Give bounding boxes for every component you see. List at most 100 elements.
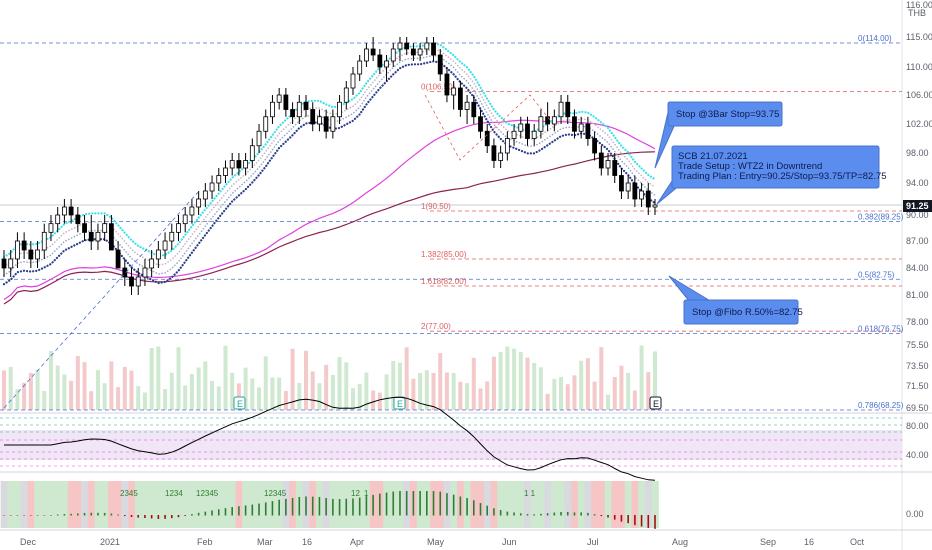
histogram-bar	[379, 493, 381, 516]
event-marker[interactable]: E	[233, 396, 246, 410]
volume-bar	[169, 372, 174, 410]
volume-bar	[371, 390, 376, 410]
time-tick-label: 2021	[100, 537, 120, 547]
candle-body	[504, 138, 510, 154]
candle-body	[263, 116, 269, 132]
histogram-background	[591, 481, 599, 528]
candle-body	[129, 276, 134, 287]
price-tick-label: 106.00	[906, 90, 932, 100]
histogram-bar	[580, 512, 582, 516]
histogram-bar	[258, 503, 260, 516]
volume-bar	[431, 373, 436, 410]
volume-bar	[458, 381, 463, 410]
candle-body	[357, 60, 363, 75]
histogram-bar	[70, 513, 72, 516]
volume-bar	[55, 365, 60, 410]
volume-bar	[317, 383, 322, 410]
candle-body	[223, 167, 228, 176]
volume-bar	[102, 383, 107, 410]
note-stop-fibo[interactable]: Stop @Fibo R.50%=82.75	[668, 275, 803, 325]
candle-body	[95, 231, 101, 242]
candle-body	[182, 214, 188, 225]
volume-bar	[250, 378, 255, 410]
volume-bar	[189, 374, 194, 410]
sequence-count: 2345	[120, 489, 138, 498]
volume-bar	[478, 388, 483, 410]
price-axis-ticks: 115.00 110.00 106.00 102.00 98.00 94.00 90.00 8…	[906, 32, 932, 413]
histogram-bar	[486, 505, 489, 516]
price-tick-label: 94.00	[906, 178, 929, 188]
histogram-bar	[412, 491, 415, 516]
note-trade-setup[interactable]: SCB 21.07.2021 Trade Setup : WTZ2 in Dow…	[656, 145, 887, 205]
histogram-background	[503, 481, 512, 528]
price-tick-label: 98.00	[906, 148, 929, 158]
volume-bar	[512, 348, 517, 410]
candle-body	[142, 267, 148, 278]
volume-bar	[532, 362, 537, 410]
histogram-bar	[385, 492, 388, 516]
histogram-bar	[63, 514, 66, 516]
volume-bar	[357, 383, 362, 410]
candle-body	[243, 160, 249, 169]
volume-bar	[626, 372, 631, 410]
histogram-bar	[587, 512, 589, 516]
price-tick-label: 84.00	[906, 263, 929, 273]
price-tick-label: 87.00	[906, 236, 929, 246]
volume-bar	[646, 372, 651, 410]
histogram-bar	[526, 514, 529, 516]
price-tick-label: 110.00	[906, 62, 932, 72]
histogram-bar	[224, 508, 227, 516]
volume-bar	[42, 391, 47, 410]
volume-bar	[48, 351, 53, 410]
histogram-bar	[271, 501, 274, 516]
histogram-bar	[103, 512, 106, 516]
event-marker[interactable]: E	[393, 396, 406, 410]
oscillator-pane	[0, 396, 902, 481]
histogram-background	[644, 481, 653, 528]
fib-retracement-label: 0(114.00)	[858, 34, 892, 43]
volume-bar	[498, 352, 503, 410]
time-axis: Dec 2021 Feb Mar 16 Apr May Jun Jul Aug Sep 16 Oct	[20, 537, 865, 547]
volume-bars	[2, 345, 657, 410]
volume-bar	[183, 385, 188, 410]
histogram-bar	[446, 493, 448, 516]
histogram-background	[134, 481, 143, 528]
candle-body	[62, 206, 67, 216]
ma-mid-line	[3, 119, 656, 300]
volume-bar	[344, 362, 349, 410]
volume-bar	[384, 374, 389, 410]
histogram-background	[624, 481, 633, 528]
volume-bar	[304, 350, 309, 410]
candle-body	[545, 116, 551, 125]
histogram-bar	[110, 513, 113, 516]
fib-retracement-label: 0.382(89.25)	[858, 213, 904, 222]
histogram-background	[651, 481, 659, 528]
candle-body	[82, 223, 87, 233]
time-tick-label: Jul	[587, 537, 599, 547]
volume-bar	[632, 390, 637, 410]
histogram-bar	[472, 500, 475, 516]
candle-body	[1, 258, 7, 269]
event-marker[interactable]: E	[649, 396, 662, 410]
volume-bar	[438, 353, 443, 410]
note-stop-3bar[interactable]: Stop @3Bar Stop=93.75	[654, 101, 783, 169]
histogram-bar	[432, 491, 435, 516]
ma-fast-grey	[3, 54, 656, 277]
histogram-bar	[238, 506, 240, 516]
price-tick-label: 78.00	[906, 317, 929, 327]
oscillator-band	[0, 430, 902, 460]
candle-body	[424, 42, 430, 50]
candle-body	[108, 223, 114, 251]
volume-bar	[491, 356, 496, 410]
candle-body	[397, 42, 403, 50]
candle-body	[558, 101, 564, 118]
candle-body	[28, 249, 34, 260]
candle-body	[404, 42, 410, 50]
histogram-background	[631, 481, 639, 528]
candle-body	[370, 48, 376, 56]
histogram-bar	[352, 498, 354, 516]
histogram-bar	[392, 491, 395, 516]
histogram-bar	[546, 513, 549, 516]
indicator1-tick: 80.00	[906, 421, 929, 431]
histogram-bar	[553, 512, 556, 516]
